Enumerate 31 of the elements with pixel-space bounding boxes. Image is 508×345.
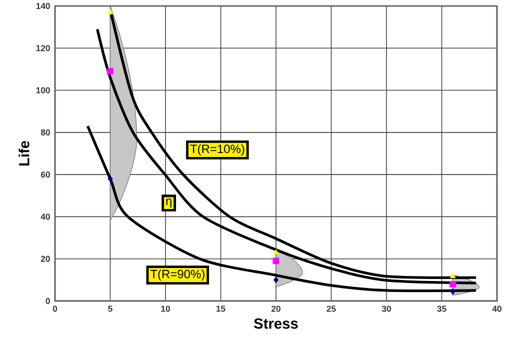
series-label: η	[166, 198, 172, 208]
y-tick-label: 120	[36, 45, 50, 52]
point	[107, 9, 114, 14]
series-label: T(R=90%)	[150, 269, 204, 281]
point	[272, 258, 280, 264]
x-tick-label: 40	[492, 306, 502, 312]
x-tick-label: 35	[437, 306, 446, 312]
x-tick-label: 25	[326, 306, 336, 312]
x-tick-label: 0	[52, 306, 58, 312]
x-tick-label: 10	[161, 306, 170, 312]
x-tick-label: 15	[216, 306, 226, 312]
point	[108, 176, 113, 182]
y-tick-label: 60	[40, 172, 50, 178]
y-tick-label: 80	[40, 129, 50, 136]
y-axis-title: Life	[18, 140, 30, 166]
point	[274, 276, 278, 284]
x-tick-label: 5	[108, 306, 112, 312]
y-tick-label: 0	[46, 298, 50, 304]
x-tick-label: 20	[271, 306, 280, 312]
point	[273, 249, 279, 254]
y-tick-label: 40	[40, 214, 50, 220]
y-tick-label: 140	[36, 2, 50, 10]
point	[450, 273, 456, 278]
series-label: T(R=10%)	[190, 144, 244, 156]
point	[450, 281, 456, 288]
x-tick-label: 30	[382, 306, 391, 312]
y-tick-label: 100	[36, 87, 50, 94]
y-tick-label: 20	[40, 256, 50, 262]
point	[107, 68, 114, 75]
point	[450, 288, 456, 295]
x-axis-title: Stress	[254, 318, 298, 329]
